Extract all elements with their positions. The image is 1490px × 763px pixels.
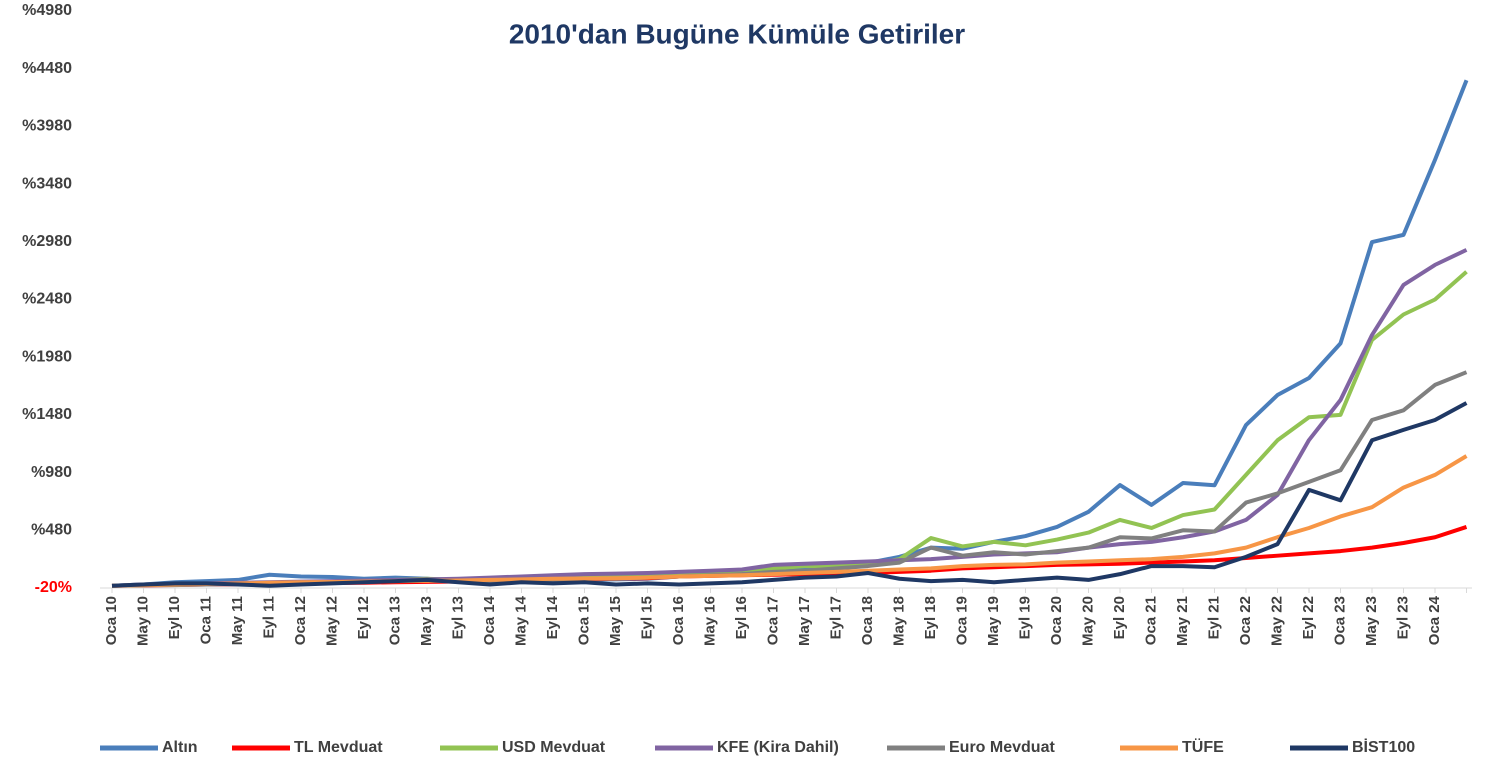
y-tick-label: %2980 <box>22 233 72 250</box>
x-tick-label: May 14 <box>512 595 529 646</box>
x-tick-label: May 22 <box>1268 596 1285 646</box>
x-tick-label: Oca 23 <box>1331 596 1348 645</box>
y-tick-label: %980 <box>31 464 72 481</box>
x-tick-label: May 20 <box>1079 596 1096 646</box>
x-tick-label: Eyl 10 <box>166 596 183 639</box>
x-tick-label: May 11 <box>229 596 246 645</box>
x-tick-label: Eyl 22 <box>1300 596 1317 639</box>
x-tick-label: Oca 11 <box>197 596 214 644</box>
x-tick-label: Eyl 23 <box>1394 596 1411 639</box>
y-tick-label: %480 <box>31 522 72 539</box>
legend-label: USD Mevduat <box>502 739 606 756</box>
x-tick-label: Oca 22 <box>1237 596 1254 645</box>
x-tick-label: Eyl 18 <box>922 596 939 639</box>
y-tick-label: %2480 <box>22 291 72 308</box>
legend-label: BİST100 <box>1352 738 1415 756</box>
x-tick-label: May 18 <box>890 596 907 646</box>
x-tick-label: May 23 <box>1363 596 1380 646</box>
y-tick-label: -20% <box>35 579 72 596</box>
x-tick-label: Eyl 17 <box>827 596 844 639</box>
x-tick-label: Eyl 20 <box>1111 596 1128 639</box>
x-tick-label: Oca 10 <box>103 596 120 645</box>
series-line <box>111 370 1468 588</box>
y-tick-label: %4980 <box>22 2 72 19</box>
x-tick-label: Eyl 16 <box>733 596 750 639</box>
series-line <box>111 79 1469 588</box>
x-tick-label: Oca 16 <box>670 596 687 645</box>
x-tick-label: Oca 21 <box>1142 596 1159 645</box>
legend-label: TL Mevduat <box>294 739 383 756</box>
y-tick-label: %3980 <box>22 118 72 135</box>
x-tick-label: Oca 12 <box>292 596 309 645</box>
legend-label: KFE (Kira Dahil) <box>717 739 839 756</box>
y-tick-label: %4480 <box>22 60 72 77</box>
x-tick-label: May 21 <box>1174 596 1191 646</box>
x-tick-label: Oca 17 <box>764 596 781 645</box>
x-tick-label: May 15 <box>607 596 624 646</box>
chart-title: 2010'dan Bugüne Kümüle Getiriler <box>509 18 965 49</box>
x-tick-label: May 13 <box>418 596 435 646</box>
x-tick-label: Eyl 12 <box>355 596 372 639</box>
legend-label: Altın <box>162 739 198 756</box>
x-tick-label: Oca 19 <box>953 596 970 645</box>
x-tick-label: May 16 <box>701 596 718 646</box>
x-tick-label: May 12 <box>323 596 340 646</box>
legend-label: TÜFE <box>1182 737 1224 756</box>
series-line <box>111 270 1468 588</box>
x-tick-label: Eyl 21 <box>1205 596 1222 639</box>
x-tick-label: Eyl 14 <box>544 595 561 639</box>
x-tick-label: May 17 <box>796 596 813 646</box>
x-tick-label: Oca 15 <box>575 596 592 645</box>
x-tick-label: Eyl 15 <box>638 596 655 639</box>
y-tick-label: %3480 <box>22 175 72 192</box>
legend-label: Euro Mevduat <box>949 739 1055 756</box>
y-tick-label: %1480 <box>22 406 72 423</box>
x-tick-label: Eyl 19 <box>1016 596 1033 639</box>
x-tick-label: Oca 14 <box>481 595 498 645</box>
x-tick-label: Oca 20 <box>1048 596 1065 645</box>
series-line <box>111 401 1468 588</box>
x-tick-label: May 10 <box>134 596 151 646</box>
x-tick-label: Oca 18 <box>859 596 876 645</box>
x-tick-label: Eyl 13 <box>449 596 466 639</box>
series-line <box>111 248 1468 588</box>
x-tick-label: Oca 24 <box>1426 595 1443 645</box>
y-tick-label: %1980 <box>22 348 72 365</box>
x-tick-label: May 19 <box>985 596 1002 646</box>
x-tick-label: Eyl 11 <box>260 596 277 639</box>
x-tick-label: Oca 13 <box>386 596 403 645</box>
